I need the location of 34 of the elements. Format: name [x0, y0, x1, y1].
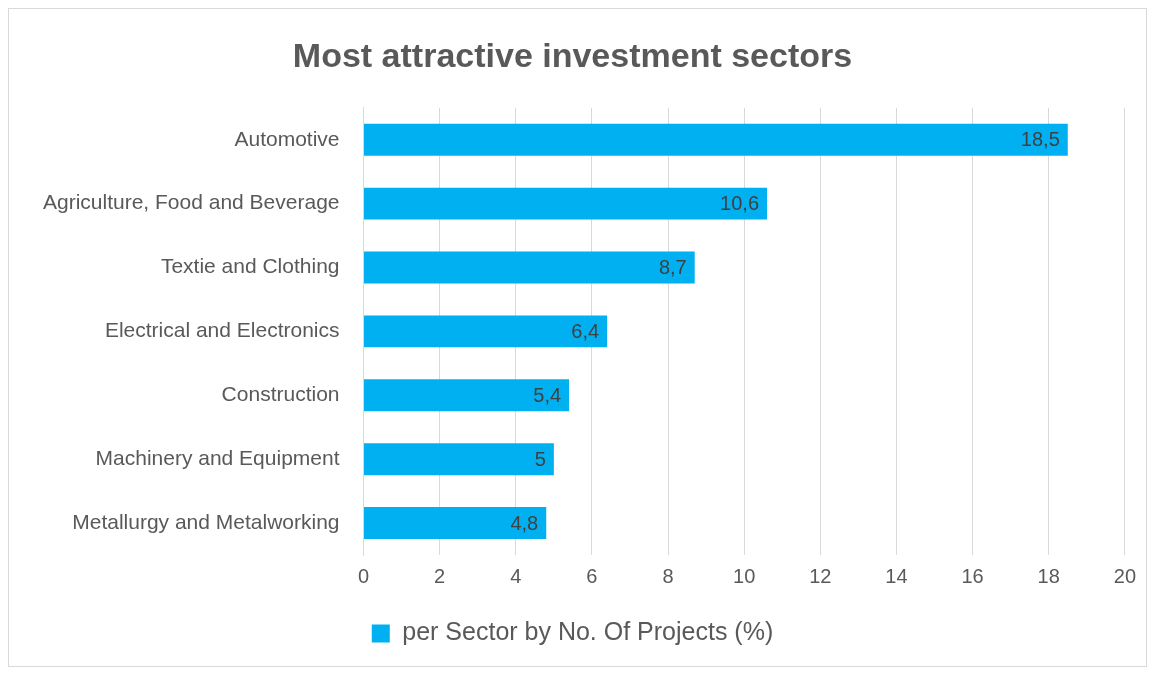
y-tick-label: Metallurgy and Metalworking	[72, 509, 340, 533]
data-label: 5	[534, 447, 546, 470]
x-tick-label: 4	[510, 564, 522, 587]
y-tick-label: Machinery and Equipment	[95, 445, 340, 469]
bar	[364, 187, 768, 220]
x-tick-label: 20	[1113, 564, 1136, 587]
data-label: 18,5	[1020, 128, 1060, 151]
x-tick-label: 2	[434, 564, 446, 587]
x-tick-label: 14	[885, 564, 908, 587]
data-label: 4,8	[510, 511, 539, 534]
data-label: 5,4	[533, 383, 562, 406]
x-tick-label: 6	[586, 564, 598, 587]
bar	[364, 315, 608, 348]
x-tick-label: 0	[357, 564, 370, 587]
data-label: 6,4	[571, 319, 600, 342]
y-tick-label: Automotive	[234, 126, 340, 150]
bar	[364, 251, 695, 284]
x-tick-label: 8	[662, 564, 674, 587]
y-tick-label: Agriculture, Food and Beverage	[43, 190, 340, 214]
y-tick-label: Electrical and Electronics	[104, 318, 340, 342]
bar	[364, 379, 570, 412]
y-tick-label: Construction	[221, 382, 340, 406]
data-label: 10,6	[720, 192, 760, 215]
chart-title: Most attractive investment sectors	[292, 35, 853, 74]
x-tick-label: 16	[961, 564, 984, 587]
legend-label: per Sector by No. Of Projects (%)	[402, 617, 774, 646]
x-tick-label: 18	[1037, 564, 1060, 587]
data-label: 8,7	[658, 256, 687, 279]
bar	[364, 443, 554, 476]
x-tick-label: 12	[809, 564, 832, 587]
bar	[364, 507, 547, 540]
y-tick-label: Textie and Clothing	[160, 254, 340, 278]
bar	[364, 123, 1068, 156]
x-tick-label: 10	[733, 564, 756, 587]
